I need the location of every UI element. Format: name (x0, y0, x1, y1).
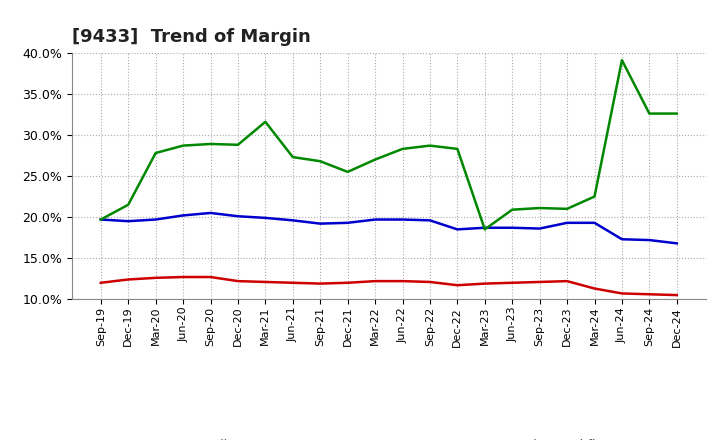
Ordinary Income (96, 217, 105, 222)
Ordinary Income (289, 218, 297, 223)
Operating Cashflow (289, 154, 297, 160)
Net Income (371, 279, 379, 284)
Line: Operating Cashflow: Operating Cashflow (101, 60, 677, 229)
Ordinary Income (590, 220, 599, 225)
Net Income (343, 280, 352, 286)
Net Income (480, 281, 489, 286)
Operating Cashflow (124, 202, 132, 207)
Ordinary Income (151, 217, 160, 222)
Legend: Ordinary Income, Net Income, Operating Cashflow: Ordinary Income, Net Income, Operating C… (159, 433, 618, 440)
Operating Cashflow (151, 150, 160, 156)
Ordinary Income (618, 237, 626, 242)
Ordinary Income (206, 210, 215, 216)
Ordinary Income (343, 220, 352, 225)
Net Income (508, 280, 516, 286)
Operating Cashflow (261, 119, 270, 125)
Net Income (645, 292, 654, 297)
Operating Cashflow (508, 207, 516, 213)
Operating Cashflow (316, 158, 325, 164)
Net Income (618, 291, 626, 296)
Operating Cashflow (398, 146, 407, 151)
Operating Cashflow (179, 143, 187, 148)
Ordinary Income (536, 226, 544, 231)
Ordinary Income (508, 225, 516, 231)
Net Income (563, 279, 572, 284)
Ordinary Income (453, 227, 462, 232)
Ordinary Income (124, 219, 132, 224)
Text: [9433]  Trend of Margin: [9433] Trend of Margin (72, 28, 311, 46)
Net Income (672, 293, 681, 298)
Operating Cashflow (96, 217, 105, 222)
Net Income (261, 279, 270, 285)
Net Income (426, 279, 434, 285)
Ordinary Income (371, 217, 379, 222)
Net Income (590, 286, 599, 291)
Net Income (96, 280, 105, 286)
Ordinary Income (316, 221, 325, 226)
Ordinary Income (398, 217, 407, 222)
Ordinary Income (480, 225, 489, 231)
Operating Cashflow (480, 227, 489, 232)
Net Income (151, 275, 160, 280)
Operating Cashflow (563, 206, 572, 212)
Operating Cashflow (590, 194, 599, 199)
Operating Cashflow (618, 58, 626, 63)
Operating Cashflow (426, 143, 434, 148)
Operating Cashflow (536, 205, 544, 211)
Ordinary Income (563, 220, 572, 225)
Operating Cashflow (233, 142, 242, 147)
Ordinary Income (179, 213, 187, 218)
Operating Cashflow (371, 157, 379, 162)
Ordinary Income (261, 215, 270, 220)
Net Income (536, 279, 544, 285)
Line: Net Income: Net Income (101, 277, 677, 295)
Net Income (398, 279, 407, 284)
Operating Cashflow (343, 169, 352, 175)
Net Income (124, 277, 132, 282)
Operating Cashflow (645, 111, 654, 116)
Ordinary Income (672, 241, 681, 246)
Net Income (233, 279, 242, 284)
Ordinary Income (426, 218, 434, 223)
Ordinary Income (645, 238, 654, 243)
Line: Ordinary Income: Ordinary Income (101, 213, 677, 243)
Net Income (206, 275, 215, 280)
Net Income (316, 281, 325, 286)
Operating Cashflow (206, 141, 215, 147)
Net Income (179, 275, 187, 280)
Ordinary Income (233, 213, 242, 219)
Operating Cashflow (672, 111, 681, 116)
Net Income (289, 280, 297, 286)
Operating Cashflow (453, 146, 462, 151)
Net Income (453, 282, 462, 288)
